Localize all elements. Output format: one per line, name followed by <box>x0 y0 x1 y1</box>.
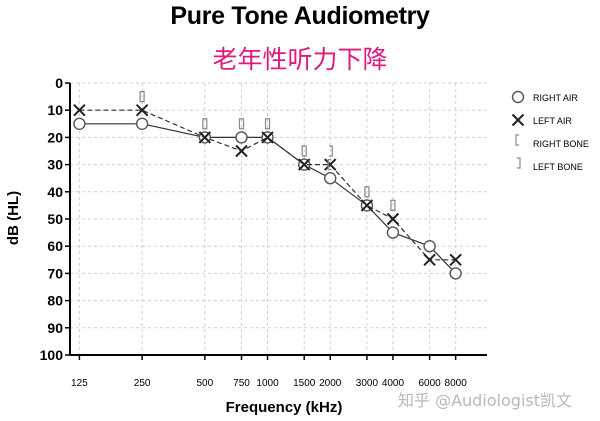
x-tick-label: 1500 <box>293 378 316 389</box>
data-point <box>135 103 149 117</box>
legend: RIGHT AIR LEFT AIR RIGHT BONE LEFT BONE <box>511 90 589 172</box>
x-tick-label: 3000 <box>356 378 379 389</box>
data-point <box>298 158 311 171</box>
data-point <box>198 131 212 144</box>
data-point <box>365 186 370 198</box>
y-tick-label: 60 <box>47 238 63 254</box>
data-point <box>240 118 245 130</box>
axes: 0 10 20 30 40 50 60 70 80 90 100 125 250 500 750 1000 15… <box>40 75 487 389</box>
legend-item: LEFT BONE <box>517 157 583 172</box>
y-tick-label: 80 <box>47 293 63 309</box>
series <box>73 91 462 280</box>
legend-marker <box>517 157 521 169</box>
data-point <box>303 145 307 157</box>
x-tick-label: 500 <box>196 378 213 389</box>
y-tick-label: 90 <box>47 320 63 336</box>
data-point <box>235 144 248 158</box>
y-tick-label: 30 <box>47 157 63 173</box>
x-tick-label: 2000 <box>319 378 342 389</box>
series-left-air <box>73 103 462 267</box>
series-left-bone <box>141 91 396 211</box>
legend-label: LEFT BONE <box>533 162 583 172</box>
chart-subtitle: 老年性听力下降 <box>212 45 388 74</box>
watermark: 知乎 @Audiologist凯文 <box>398 391 573 410</box>
data-point <box>203 118 208 130</box>
x-tick-label: 8000 <box>445 378 468 389</box>
x-tick-label: 1000 <box>256 378 279 389</box>
x-tick-label: 125 <box>71 378 88 389</box>
y-tick-label: 0 <box>55 75 63 91</box>
data-point <box>423 239 436 253</box>
data-point <box>449 253 462 267</box>
data-point <box>324 158 337 171</box>
data-point <box>266 118 271 130</box>
data-point <box>329 145 333 157</box>
y-tick-label: 70 <box>47 265 63 281</box>
data-point <box>73 103 86 117</box>
legend-label: RIGHT BONE <box>533 139 589 149</box>
data-point <box>73 117 86 131</box>
legend-label: RIGHT AIR <box>533 93 578 103</box>
legend-marker <box>515 134 519 146</box>
data-point <box>449 267 462 280</box>
y-tick-label: 50 <box>47 211 63 227</box>
x-axis-label: Frequency (kHz) <box>226 399 343 416</box>
data-point <box>235 131 248 144</box>
legend-label: LEFT AIR <box>533 116 572 126</box>
series-line <box>79 109 456 261</box>
x-tick-label: 6000 <box>418 378 441 389</box>
y-tick-label: 10 <box>47 102 63 118</box>
x-tick-label: 250 <box>134 378 151 389</box>
legend-item: RIGHT BONE <box>515 134 589 149</box>
data-point <box>141 91 145 103</box>
y-tick-label: 100 <box>40 347 64 363</box>
data-point <box>261 131 274 144</box>
data-point <box>386 212 400 226</box>
data-point <box>391 199 396 211</box>
x-tick-label: 750 <box>233 378 250 389</box>
y-axis-label: dB (HL) <box>5 191 22 245</box>
y-tick-label: 40 <box>47 184 63 200</box>
x-tick-label: 4000 <box>382 378 405 389</box>
data-point <box>327 159 332 171</box>
legend-marker <box>511 90 525 104</box>
data-point <box>135 117 149 131</box>
legend-item: LEFT AIR <box>511 113 572 127</box>
y-tick-label: 20 <box>47 129 63 145</box>
chart-title: Pure Tone Audiometry <box>170 2 430 30</box>
data-point <box>423 253 436 267</box>
legend-marker <box>511 113 525 127</box>
data-point <box>324 171 337 185</box>
legend-item: RIGHT AIR <box>511 90 578 104</box>
data-point <box>386 226 400 239</box>
data-point <box>360 199 374 212</box>
